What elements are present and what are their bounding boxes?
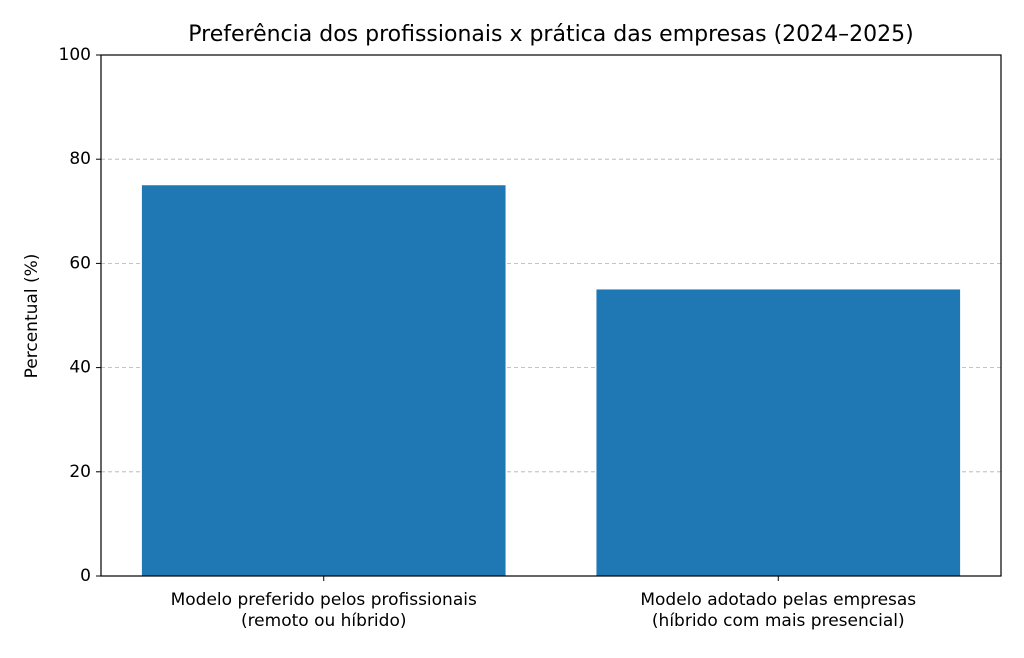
plot-frame [100,54,1002,577]
y-tick-label: 40 [69,358,91,378]
y-tick-label: 60 [69,253,91,273]
y-tick-label: 80 [69,149,91,169]
chart-title: Preferência dos profissionais x prática … [188,22,913,47]
y-tick-label: 20 [69,462,91,482]
y-axis-label: Percentual (%) [22,254,42,379]
x-tick-label: Modelo adotado pelas empresas (híbrido c… [640,590,917,631]
x-tick-label: Modelo preferido pelos profissionais (re… [170,590,477,631]
y-tick-label: 100 [59,45,91,65]
y-tick-label: 0 [80,566,91,586]
bar [141,185,506,576]
bar [596,289,961,576]
